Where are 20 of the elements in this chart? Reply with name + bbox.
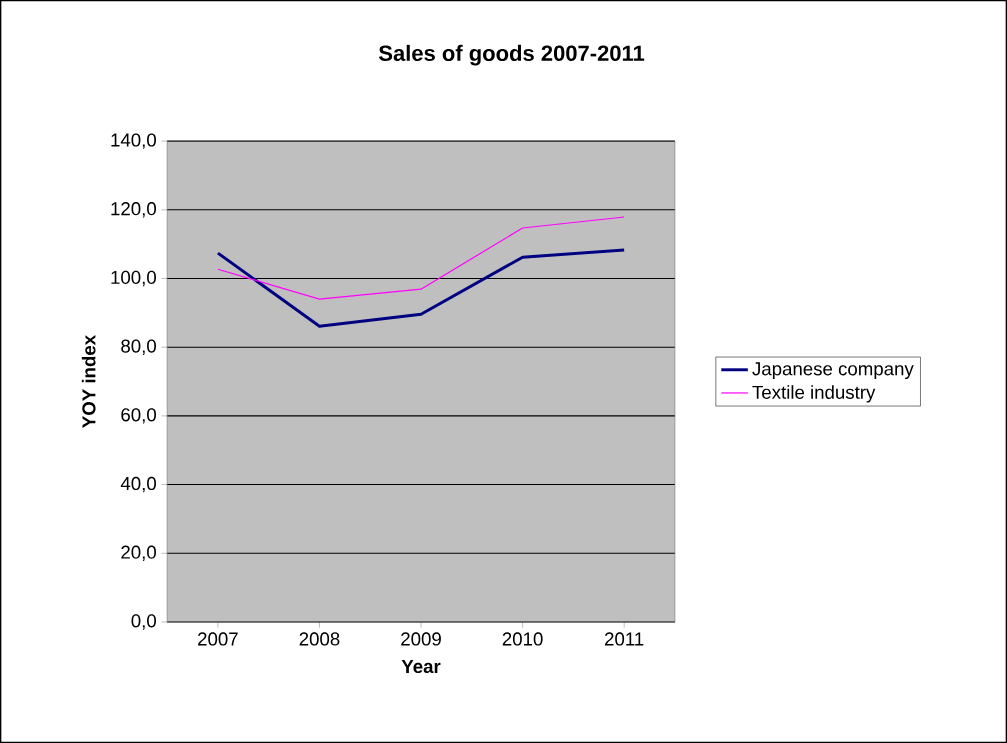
- x-tick-label: 2010: [502, 632, 543, 646]
- y-tick-label: 60,0: [121, 408, 156, 424]
- y-tick-label: 40,0: [120, 476, 156, 493]
- legend-label: Textile industry: [752, 385, 876, 403]
- x-tick-label: 2008: [299, 632, 340, 646]
- x-tick-label: 2007: [198, 632, 238, 646]
- x-tick-label: 2011: [605, 632, 644, 646]
- y-tick-label: 120,0: [111, 202, 156, 218]
- y-tick-label: 100,0: [111, 270, 156, 287]
- y-axis-title: YOY index: [81, 334, 96, 428]
- legend-label: Japanese company: [752, 362, 914, 380]
- y-tick-label: 0,0: [131, 614, 156, 630]
- y-tick-label: 140,0: [111, 133, 156, 149]
- chart-title: Sales of goods 2007-2011: [378, 44, 645, 66]
- y-tick-label: 20,0: [121, 545, 156, 561]
- x-axis-title: Year: [401, 660, 441, 674]
- line-series: [216, 248, 626, 328]
- x-tick-label: 2009: [401, 632, 441, 646]
- line-series: [217, 216, 625, 300]
- y-tick-label: 80,0: [121, 339, 156, 355]
